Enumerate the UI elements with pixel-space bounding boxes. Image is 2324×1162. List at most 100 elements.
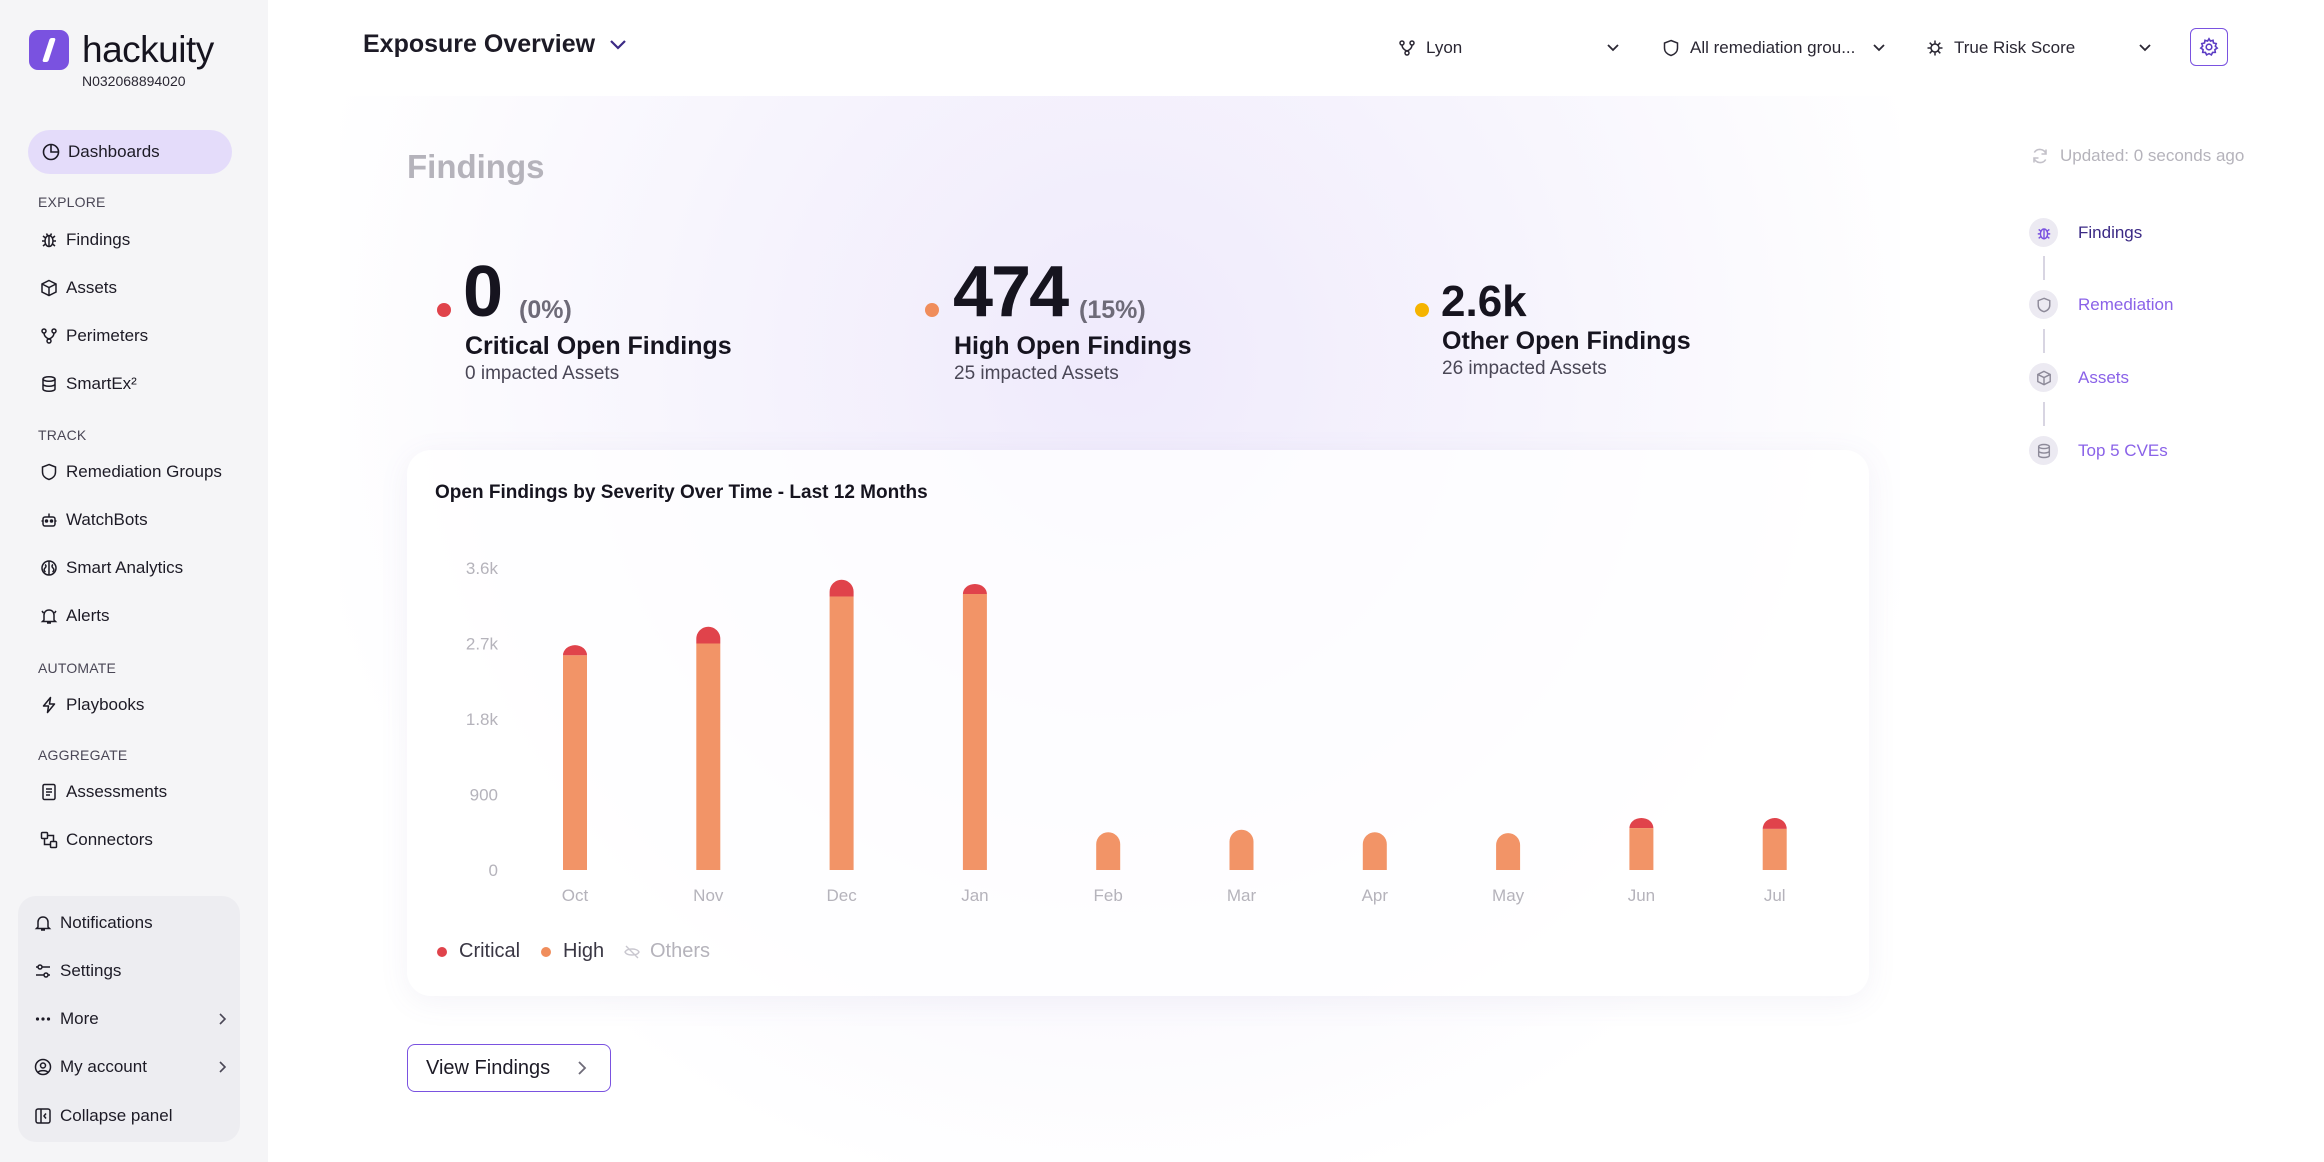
sidebar-item-assessments[interactable]: Assessments: [28, 770, 167, 814]
bar-critical-oct[interactable]: [563, 645, 587, 656]
bar-high-feb[interactable]: [1096, 832, 1121, 870]
legend-item-high[interactable]: High: [541, 940, 604, 963]
legend-dot-high: [541, 946, 551, 957]
collapse-panel-button[interactable]: Collapse panel: [32, 1096, 228, 1136]
settings-button[interactable]: Settings: [32, 951, 228, 991]
y-tick-label: 0: [489, 861, 498, 880]
bar-high-jul[interactable]: [1762, 828, 1787, 870]
legend-label-critical: Critical: [459, 940, 521, 962]
sidebar-item-label: Remediation Groups: [66, 462, 222, 481]
sidebar-item-label: Dashboards: [68, 142, 160, 161]
bell-icon: [32, 912, 54, 934]
legend-label-high: High: [563, 940, 605, 962]
document-icon: [38, 781, 60, 803]
critical-percentage: (0%): [519, 296, 572, 324]
chevron-down-icon: [2138, 43, 2152, 53]
stepper-connector: [2043, 329, 2045, 353]
bar-critical-nov[interactable]: [696, 626, 721, 644]
sidebar-item-label: Alerts: [66, 606, 110, 625]
stepper-item-findings[interactable]: Findings: [2029, 218, 2142, 247]
notifications-label: Notifications: [60, 913, 153, 932]
sidebar-item-label: WatchBots: [66, 510, 148, 529]
sidebar-item-perimeters[interactable]: Perimeters: [28, 314, 148, 358]
bar-critical-jan[interactable]: [962, 583, 987, 595]
sidebar-item-label: SmartEx²: [66, 374, 137, 393]
section-label-explore: EXPLORE: [38, 194, 106, 210]
chevron-down-icon: [1872, 43, 1886, 53]
stepper-connector: [2043, 402, 2045, 426]
high-dot-icon: [925, 303, 939, 317]
bug-icon: [38, 229, 60, 251]
stepper-label-remediation: Remediation: [2078, 294, 2174, 314]
more-label: More: [60, 1009, 99, 1028]
x-tick-label: Jan: [961, 886, 988, 905]
brand-logo[interactable]: hackuity: [29, 29, 214, 71]
stepper-label-top-cves: Top 5 CVEs: [2078, 440, 2168, 460]
critical-label: Critical Open Findings: [465, 332, 732, 360]
y-tick-label: 900: [470, 786, 498, 805]
sidebar-item-remediation-groups[interactable]: Remediation Groups: [28, 450, 222, 494]
sidebar-item-label: Assets: [66, 278, 118, 297]
sidebar-item-connectors[interactable]: Connectors: [28, 818, 153, 862]
stepper-connector: [2043, 256, 2045, 280]
x-tick-label: May: [1492, 886, 1525, 905]
more-button[interactable]: More: [32, 999, 228, 1039]
my-account-button[interactable]: My account: [32, 1047, 228, 1087]
sidebar-item-watchbots[interactable]: WatchBots: [28, 498, 148, 542]
stepper-item-top-cves[interactable]: Top 5 CVEs: [2029, 436, 2168, 465]
page-title: Exposure Overview: [363, 30, 596, 58]
section-title: Findings: [407, 148, 545, 185]
sidebar-item-playbooks[interactable]: Playbooks: [28, 683, 144, 727]
last-updated-status: Updated: 0 seconds ago: [2030, 146, 2244, 166]
dashboard-icon: [40, 141, 62, 163]
sidebar-item-label: Connectors: [66, 830, 153, 849]
remediation-group-filter[interactable]: All remediation grou...: [1662, 28, 1886, 68]
sidebar-item-dashboards[interactable]: Dashboards: [28, 130, 232, 174]
section-label-track: TRACK: [38, 427, 87, 443]
bar-high-dec[interactable]: [829, 596, 854, 870]
x-tick-label: Jul: [1764, 886, 1786, 905]
bar-critical-jun[interactable]: [1629, 817, 1654, 829]
other-count: 2.6k: [1441, 277, 1527, 326]
x-tick-label: Apr: [1362, 886, 1389, 905]
findings-bar-chart: 0 900 1.8k 2.7k 3.6k Oct Nov Dec Jan Feb Mar Apr May…: [466, 559, 1787, 905]
score-filter[interactable]: True Risk Score: [1926, 28, 2152, 68]
chevron-right-icon: [216, 1060, 228, 1074]
perimeter-filter[interactable]: Lyon: [1398, 28, 1620, 68]
bar-high-jan[interactable]: [962, 594, 987, 870]
legend-label-others: Others: [650, 940, 711, 962]
bar-critical-dec[interactable]: [829, 579, 854, 597]
bar-critical-jul[interactable]: [1762, 817, 1787, 829]
database-icon: [2029, 436, 2058, 465]
stepper-label-findings: Findings: [2078, 222, 2143, 242]
stepper-item-assets[interactable]: Assets: [2029, 363, 2129, 392]
sidebar-item-assets[interactable]: Assets: [28, 266, 117, 310]
cube-icon: [2029, 363, 2058, 392]
view-findings-button[interactable]: View Findings: [407, 1044, 611, 1092]
collapse-panel-label: Collapse panel: [60, 1106, 173, 1125]
sidebar-item-findings[interactable]: Findings: [28, 218, 130, 262]
notifications-button[interactable]: Notifications: [32, 903, 228, 943]
my-account-label: My account: [60, 1057, 147, 1076]
bar-high-mar[interactable]: [1229, 829, 1254, 870]
high-label: High Open Findings: [954, 332, 1192, 360]
dashboard-settings-button[interactable]: [2190, 28, 2228, 66]
bar-high-apr[interactable]: [1362, 832, 1387, 870]
bar-high-jun[interactable]: [1629, 828, 1654, 870]
stepper-item-remediation[interactable]: Remediation: [2029, 290, 2173, 319]
critical-impacted-assets: 0 impacted Assets: [465, 363, 620, 384]
organization-id: N032068894020: [82, 73, 186, 89]
sidebar-item-smartex[interactable]: SmartEx²: [28, 362, 137, 406]
sidebar-item-smart-analytics[interactable]: Smart Analytics: [28, 546, 183, 590]
legend-item-critical[interactable]: Critical: [437, 940, 520, 963]
sidebar-item-alerts[interactable]: Alerts: [28, 594, 109, 638]
bar-high-nov[interactable]: [696, 643, 721, 871]
virus-score-icon: [1926, 39, 1944, 57]
bar-high-oct[interactable]: [563, 655, 587, 870]
bar-high-may[interactable]: [1496, 833, 1521, 870]
sidebar-item-label: Perimeters: [66, 326, 149, 345]
dashboard-selector[interactable]: Exposure Overview: [363, 30, 627, 59]
legend-item-others[interactable]: Others: [624, 940, 710, 963]
database-icon: [38, 373, 60, 395]
critical-dot-icon: [437, 303, 451, 317]
